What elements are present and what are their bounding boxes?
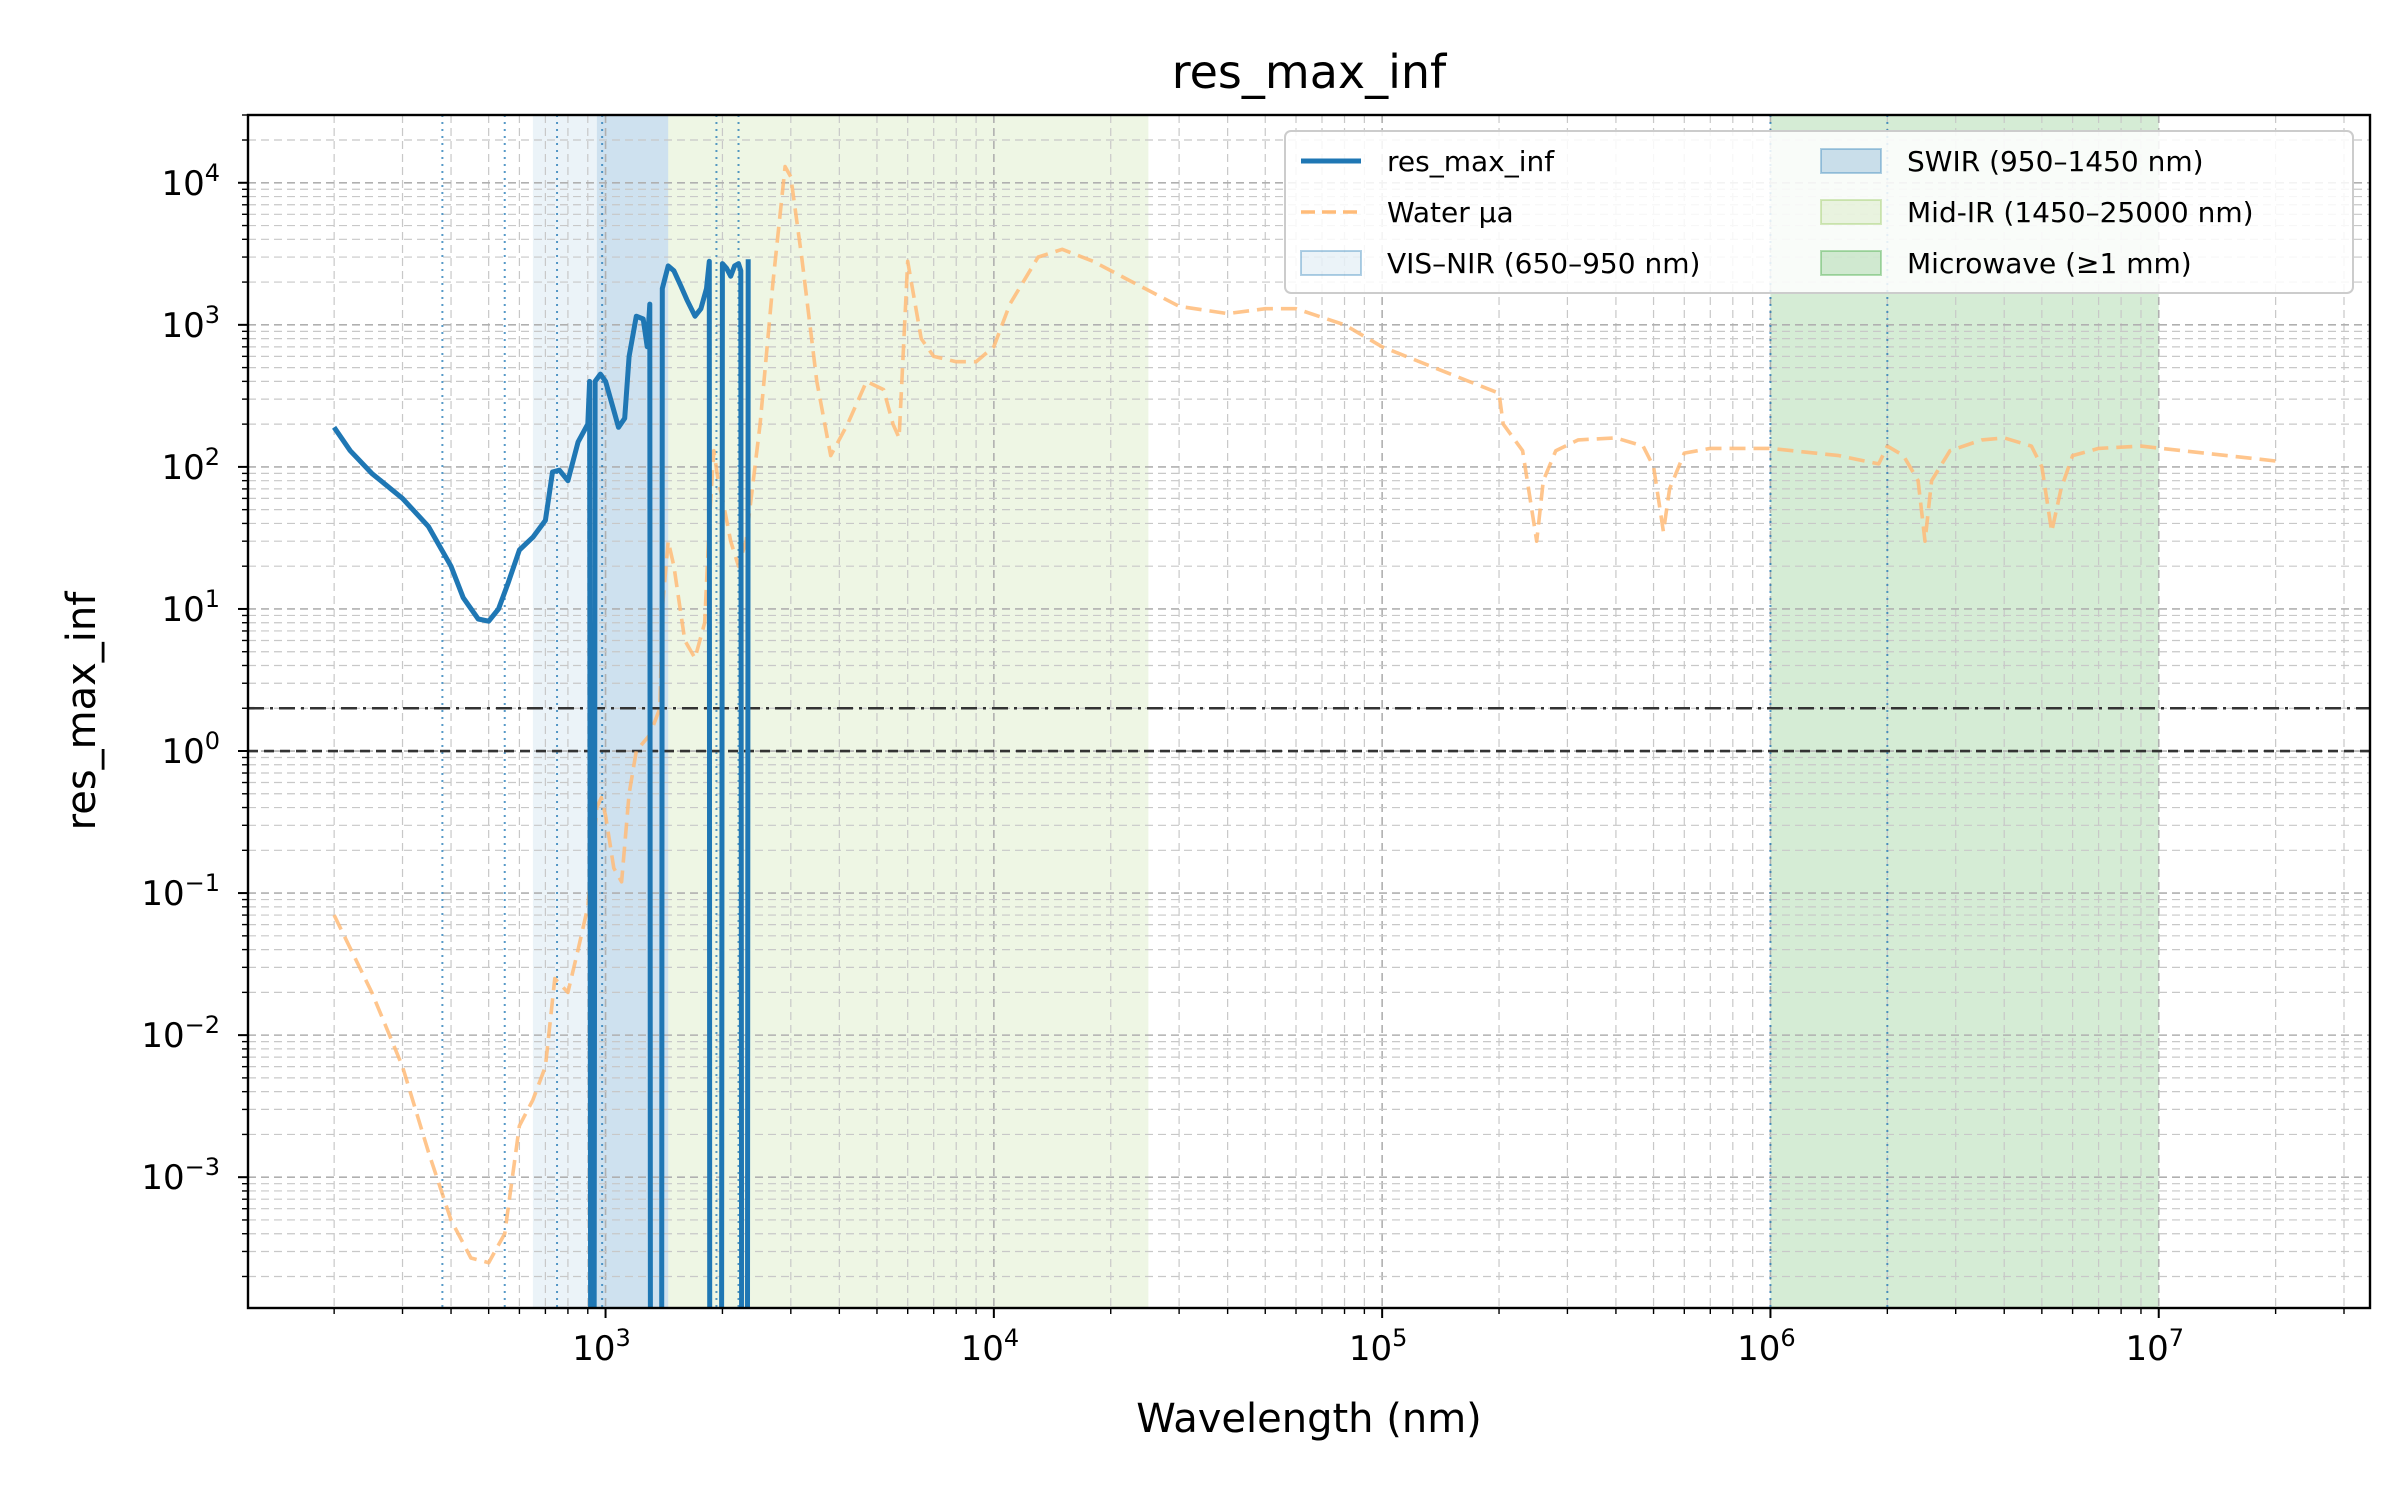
- legend-label: Microwave (≥1 mm): [1907, 247, 2192, 280]
- legend-box: [1284, 130, 2354, 294]
- tick-base: 10: [161, 448, 204, 488]
- chart-title: res_max_inf: [1172, 45, 1448, 99]
- tick-base: 10: [161, 732, 204, 772]
- y-axis-label: res_max_inf: [59, 591, 105, 831]
- tick-exponent: −1: [185, 869, 220, 897]
- series-layer: [332, 164, 2276, 1308]
- tick-exponent: 4: [205, 159, 220, 187]
- legend-patch: [1820, 199, 1882, 225]
- tick-exponent: 3: [205, 301, 220, 329]
- y-tick-label: 10−2: [141, 1011, 220, 1056]
- legend: res_max_inf Water μa VIS–NIR (650–950 nm) S…: [1284, 130, 2354, 294]
- legend-label: SWIR (950–1450 nm): [1907, 145, 2204, 178]
- tick-base: 10: [961, 1329, 1004, 1369]
- tick-exponent: 5: [1392, 1324, 1407, 1352]
- tick-base: 10: [2125, 1329, 2168, 1369]
- tick-base: 10: [161, 164, 204, 204]
- x-tick-label: 106: [1737, 1324, 1796, 1369]
- x-tick-label: 107: [2125, 1324, 2184, 1369]
- y-tick-label: 10−3: [141, 1153, 220, 1198]
- y-tick-label: 101: [161, 585, 220, 630]
- legend-patch: [1300, 250, 1362, 276]
- tick-base: 10: [141, 1016, 184, 1056]
- x-tick-label: 104: [961, 1324, 1020, 1369]
- x-axis-label: Wavelength (nm): [1136, 1396, 1482, 1442]
- tick-exponent: 2: [205, 443, 220, 471]
- series-line-water: [332, 164, 2276, 1265]
- legend-patch: [1820, 148, 1882, 174]
- y-tick-label: 10−1: [141, 869, 220, 914]
- marker-line-layer: [441, 115, 1889, 1308]
- tick-base: 10: [161, 590, 204, 630]
- tick-exponent: −3: [185, 1153, 220, 1181]
- y-tick-label: 102: [161, 443, 220, 488]
- threshold-line-layer: [248, 706, 2370, 753]
- y-tick-label: 100: [161, 727, 220, 772]
- y-tick-label: 103: [161, 301, 220, 346]
- legend-label: res_max_inf: [1387, 145, 1555, 178]
- x-tick-label: 103: [572, 1324, 631, 1369]
- plot-frame: [246, 113, 2372, 1310]
- tick-exponent: 3: [616, 1324, 631, 1352]
- series-line-res-max-inf: [332, 258, 751, 1308]
- tick-base: 10: [1349, 1329, 1392, 1369]
- tick-exponent: 4: [1004, 1324, 1019, 1352]
- legend-label: VIS–NIR (650–950 nm): [1387, 247, 1700, 280]
- tick-layer: 103 104 105 106 10710410310210110010−110−210…: [141, 114, 2345, 1369]
- legend-label: Mid-IR (1450–25000 nm): [1907, 196, 2254, 229]
- tick-base: 10: [141, 1158, 184, 1198]
- tick-base: 10: [141, 874, 184, 914]
- tick-base: 10: [572, 1329, 615, 1369]
- tick-exponent: −2: [185, 1011, 220, 1039]
- y-tick-label: 104: [161, 159, 220, 204]
- tick-exponent: 7: [2169, 1324, 2184, 1352]
- tick-exponent: 1: [205, 585, 220, 613]
- tick-exponent: 0: [205, 727, 220, 755]
- x-tick-label: 105: [1349, 1324, 1408, 1369]
- tick-base: 10: [1737, 1329, 1780, 1369]
- tick-base: 10: [161, 306, 204, 346]
- legend-label: Water μa: [1387, 196, 1514, 229]
- tick-exponent: 6: [1780, 1324, 1795, 1352]
- legend-patch: [1820, 250, 1882, 276]
